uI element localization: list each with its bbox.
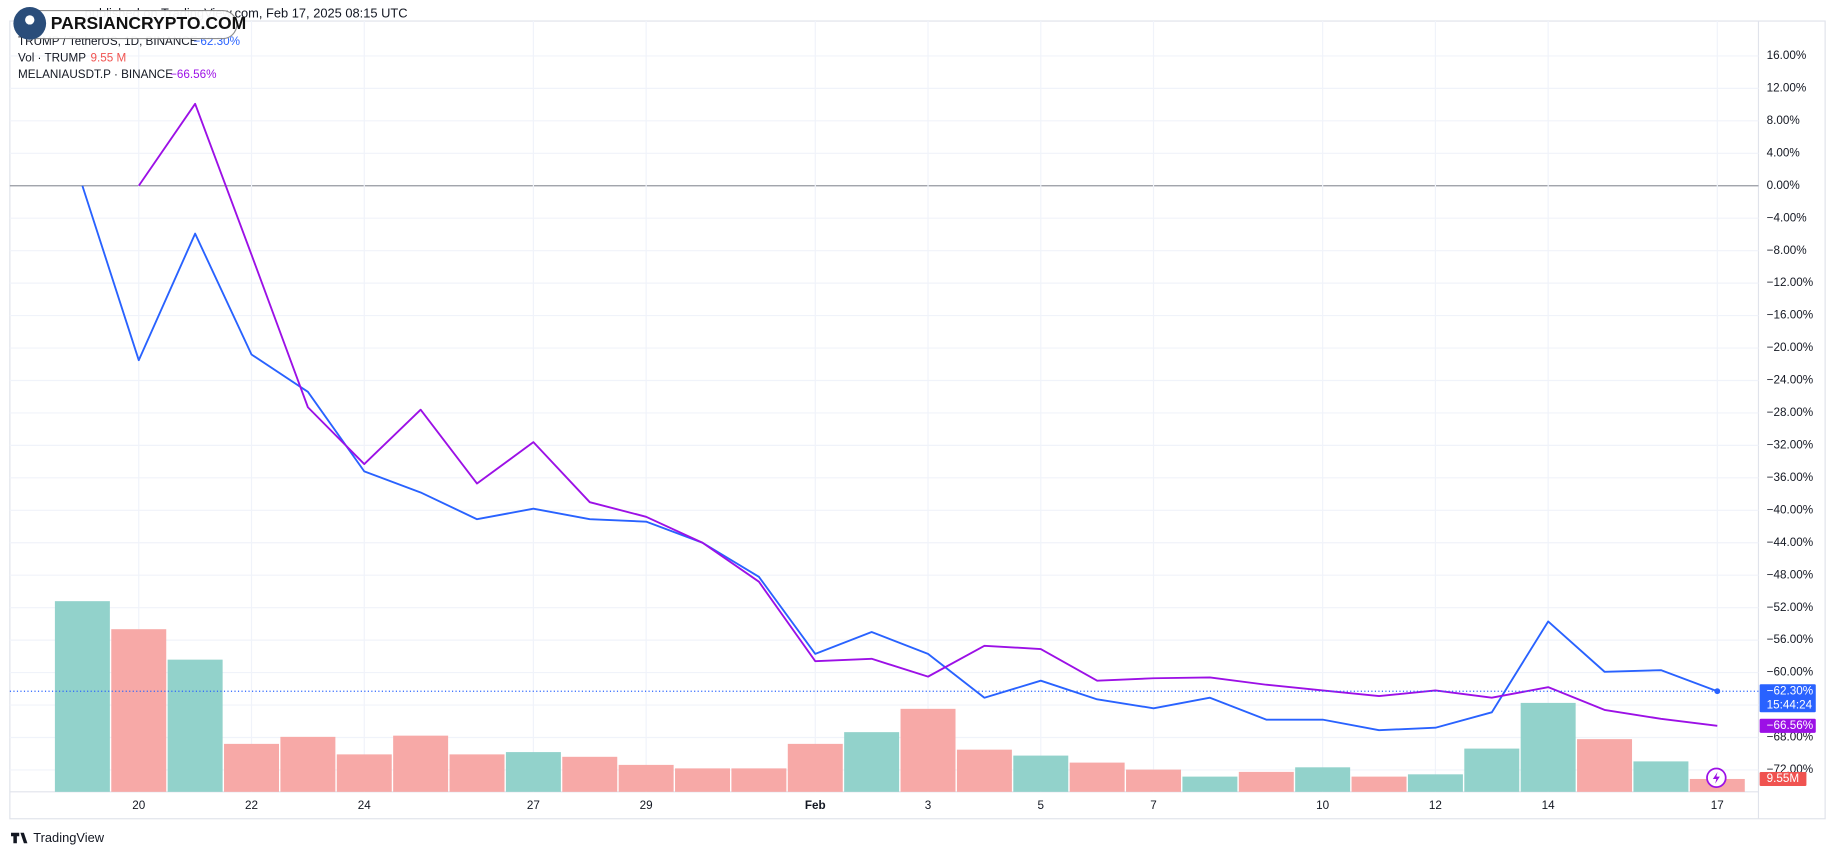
- volume-bar: [393, 735, 449, 792]
- x-tick-label: 27: [527, 799, 540, 812]
- y-tick-label: −12.00%: [1767, 276, 1813, 289]
- volume-bar: [1520, 702, 1576, 792]
- volume-bar: [505, 752, 561, 792]
- y-tick-label: −8.00%: [1767, 244, 1807, 257]
- watermark-icon-dot: [25, 15, 35, 25]
- y-tick-label: −32.00%: [1767, 438, 1813, 451]
- volume-bar: [1351, 776, 1407, 792]
- y-tick-label: −44.00%: [1767, 536, 1813, 549]
- brand: TradingView: [11, 830, 105, 845]
- y-tick-label: −16.00%: [1767, 309, 1813, 322]
- volume-bar: [54, 601, 110, 792]
- volume-bar: [449, 754, 505, 792]
- volume-bar: [787, 743, 843, 792]
- x-tick-label: 22: [245, 799, 258, 812]
- y-tick-label: −4.00%: [1767, 211, 1807, 224]
- y-tick-label: −24.00%: [1767, 374, 1813, 387]
- volume-bar: [1633, 761, 1689, 792]
- watermark-text: PARSIANCRYPTO.COM: [51, 13, 246, 33]
- volume-bar: [1182, 776, 1238, 792]
- volume-bar: [336, 754, 392, 792]
- y-tick-label: −56.00%: [1767, 633, 1813, 646]
- y-tick-label: −28.00%: [1767, 406, 1813, 419]
- brand-logo: [11, 832, 28, 844]
- series-line: [81, 185, 1718, 732]
- x-tick-label: 12: [1429, 799, 1442, 812]
- volume-bar: [1577, 739, 1633, 792]
- volume-bar: [1407, 774, 1463, 792]
- volume-bar: [675, 768, 731, 792]
- volume-bar: [1464, 748, 1520, 792]
- y-tick-label: 16.00%: [1767, 49, 1807, 62]
- volume-bar: [1013, 755, 1069, 792]
- volume-bar: [844, 732, 900, 792]
- volume-bar: [111, 629, 167, 792]
- lines: [9, 102, 1759, 732]
- alert-bolt: [1712, 771, 1720, 784]
- brand-text: TradingView: [33, 830, 104, 845]
- y-tick-label: −36.00%: [1767, 471, 1813, 484]
- y-tick-label: 12.00%: [1767, 81, 1807, 94]
- x-tick-label: Feb: [805, 799, 826, 812]
- volume-bar: [280, 736, 336, 792]
- volume-bar: [224, 743, 279, 792]
- price-badge-box: [1759, 684, 1816, 713]
- volume-badge: 9.55M: [1767, 772, 1799, 785]
- series-line: [137, 102, 1718, 727]
- volume-bar: [618, 764, 674, 792]
- x-tick-label: 14: [1542, 799, 1556, 812]
- volume-bar: [1238, 771, 1294, 792]
- volume-bar: [1126, 769, 1182, 792]
- volume-bar: [731, 768, 787, 792]
- volume-bar: [562, 756, 618, 792]
- legend-entry: MELANIAUSDT.P · BINANCE: [18, 68, 173, 81]
- x-tick-label: 7: [1150, 799, 1157, 812]
- y-tick-label: −52.00%: [1767, 601, 1813, 614]
- y-tick-label: −40.00%: [1767, 503, 1813, 516]
- y-tick-label: −68.00%: [1767, 731, 1813, 744]
- grid: [9, 21, 1759, 792]
- legend-value: −66.56%: [170, 68, 216, 81]
- alert-icon: [1706, 767, 1727, 789]
- x-tick-label: 3: [925, 799, 932, 812]
- y-tick-label: 4.00%: [1767, 146, 1800, 159]
- legend-value: 9.55 M: [91, 52, 127, 65]
- volume-bar: [167, 659, 223, 792]
- watermark: PARSIANCRYPTO.COM: [13, 7, 246, 40]
- y-tick-label: −48.00%: [1767, 568, 1813, 581]
- legend: TRUMP / TetherUS, 1D, BINANCE −62.30% Vo…: [18, 35, 240, 81]
- volume-bar: [1069, 762, 1125, 792]
- price-badge: −66.56%: [1767, 719, 1813, 732]
- y-tick-label: −20.00%: [1767, 341, 1813, 354]
- volume-bar: [956, 749, 1012, 792]
- y-tick-label: 8.00%: [1767, 114, 1800, 127]
- x-tick-label: 24: [358, 799, 372, 812]
- volume-bars: [54, 601, 1745, 792]
- price-badge-box: [1759, 718, 1816, 733]
- volume-badge-box: [1759, 771, 1807, 786]
- countdown: 15:44:24: [1767, 698, 1813, 711]
- volume-bar: [1295, 767, 1351, 792]
- y-tick-label: −60.00%: [1767, 666, 1813, 679]
- x-tick-label: 29: [640, 799, 653, 812]
- x-tick-label: 5: [1038, 799, 1045, 812]
- x-tick-label: 17: [1711, 799, 1724, 812]
- legend-entry: Vol · TRUMP: [18, 52, 86, 65]
- axes: 16.00% 12.00% 8.00% 4.00% 0.00% −4.00% −8.00% −…: [132, 49, 1816, 812]
- x-tick-label: 10: [1316, 799, 1330, 812]
- price-badge: −62.30%: [1767, 684, 1813, 697]
- last-point: [1714, 688, 1721, 695]
- x-tick-label: 20: [132, 799, 146, 812]
- chart-frame: [9, 20, 1826, 820]
- volume-bar: [900, 708, 956, 792]
- y-tick-label: 0.00%: [1767, 179, 1800, 192]
